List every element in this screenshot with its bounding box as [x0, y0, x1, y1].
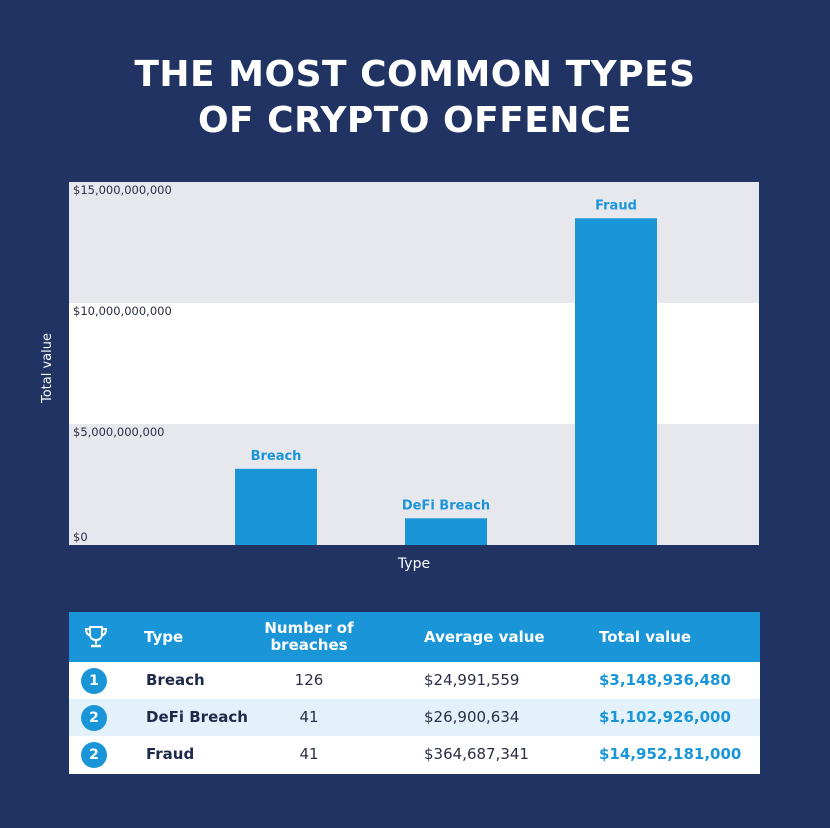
row-total: $3,148,936,480 — [599, 671, 731, 689]
bar-label: DeFi Breach — [402, 498, 490, 513]
summary-table: Type Number of breaches Average value To… — [69, 612, 760, 774]
chart: $0 $5,000,000,000 $10,000,000,000 $15,000,0… — [40, 182, 759, 572]
header-number-line1: Number of — [264, 619, 354, 637]
header-type: Type — [144, 628, 184, 646]
row-average: $24,991,559 — [424, 671, 520, 689]
page-title: THE MOST COMMON TYPES OF CRYPTO OFFENCE — [0, 52, 830, 144]
row-number: 126 — [294, 671, 324, 689]
table-row: 1 Breach 126 $24,991,559 $3,148,936,480 — [69, 662, 760, 699]
y-tick-label: $10,000,000,000 — [73, 304, 172, 318]
row-number: 41 — [299, 745, 319, 763]
bars — [235, 218, 657, 546]
y-tick-label: $15,000,000,000 — [73, 183, 172, 197]
row-average: $364,687,341 — [424, 745, 529, 763]
row-type: Breach — [146, 671, 205, 689]
bar-labels: Breach DeFi Breach Fraud — [251, 198, 637, 513]
title-line-1: THE MOST COMMON TYPES — [134, 54, 696, 95]
table-row: 2 Fraud 41 $364,687,341 $14,952,181,000 — [69, 736, 760, 773]
table-header: Type Number of breaches Average value To… — [69, 612, 760, 662]
x-axis-label: Type — [397, 556, 430, 572]
rank-badge: 1 — [81, 668, 107, 694]
bar-fraud — [575, 218, 657, 546]
row-total: $1,102,926,000 — [599, 708, 731, 726]
y-tick-label: $0 — [73, 530, 88, 544]
trophy-icon — [83, 625, 109, 649]
bar-label: Fraud — [595, 198, 637, 213]
title-line-2: OF CRYPTO OFFENCE — [197, 100, 633, 141]
y-axis-label: Total value — [40, 333, 55, 404]
row-total: $14,952,181,000 — [599, 745, 742, 763]
bar-breach — [235, 468, 317, 545]
header-number-of-breaches: Number of breaches — [249, 620, 369, 654]
header-total-value: Total value — [599, 628, 692, 646]
y-axis-ticks: $0 $5,000,000,000 $10,000,000,000 $15,000,0… — [73, 183, 172, 544]
row-type: Fraud — [146, 745, 195, 763]
row-number: 41 — [299, 708, 319, 726]
table-row: 2 DeFi Breach 41 $26,900,634 $1,102,926,… — [69, 699, 760, 736]
y-tick-label: $5,000,000,000 — [73, 425, 164, 439]
bar-chart-svg: $0 $5,000,000,000 $10,000,000,000 $15,000,0… — [40, 182, 759, 572]
bar-defi-breach — [405, 518, 487, 545]
bar-label: Breach — [251, 449, 302, 464]
row-average: $26,900,634 — [424, 708, 520, 726]
header-average-value: Average value — [424, 628, 545, 646]
header-number-line2: breaches — [270, 636, 348, 654]
rank-badge: 2 — [81, 742, 107, 768]
rank-badge: 2 — [81, 705, 107, 731]
row-type: DeFi Breach — [146, 708, 248, 726]
